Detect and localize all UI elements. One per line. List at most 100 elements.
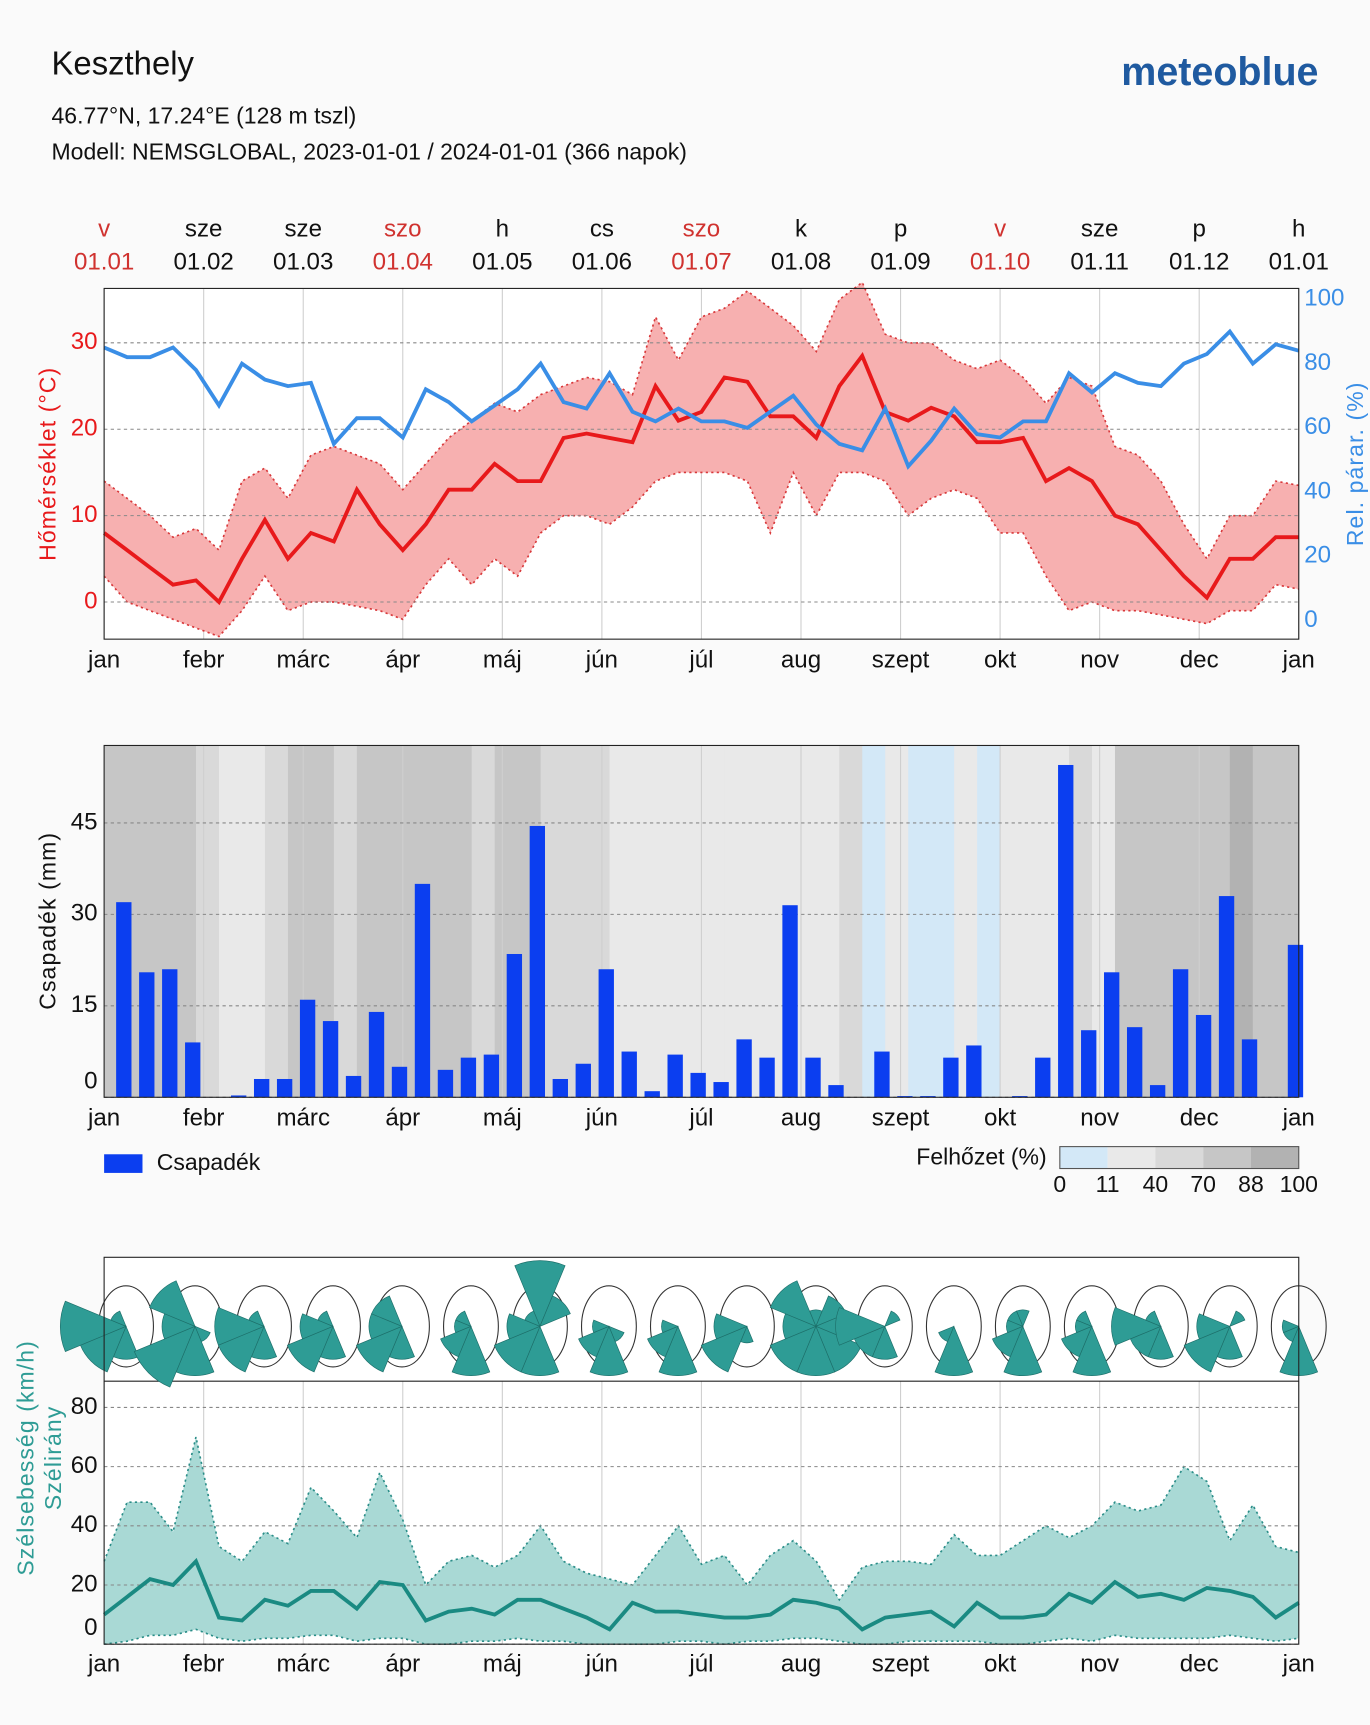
bar — [805, 1057, 821, 1098]
bar — [460, 1057, 477, 1098]
legend-swatch — [104, 1154, 143, 1173]
rose-petal — [493, 1325, 541, 1373]
cloud-stripe — [425, 745, 450, 1098]
rose-petal — [1076, 1310, 1093, 1327]
x-tick-label: ápr — [385, 646, 420, 673]
date: 01.04 — [373, 249, 433, 276]
x-tick-label: okt — [984, 1650, 1016, 1677]
date: 01.05 — [472, 249, 532, 276]
legend-label: Csapadék — [157, 1149, 261, 1175]
bar — [644, 1091, 660, 1098]
date: 01.03 — [273, 249, 333, 276]
weekday: h — [1292, 216, 1305, 243]
x-tick-label: febr — [183, 1105, 225, 1132]
bar — [828, 1085, 844, 1098]
y-axis-label: Csapadék (mm) — [34, 832, 60, 1010]
x-tick-label: márc — [276, 1105, 330, 1132]
date: 01.06 — [572, 249, 632, 276]
x-tick-label: szept — [872, 646, 930, 673]
x-tick-label: szept — [872, 1650, 930, 1677]
rose-petal — [769, 1280, 817, 1327]
rose-petal — [506, 1313, 541, 1340]
cloud-stripe — [747, 745, 771, 1098]
x-tick-label: jan — [1282, 1650, 1315, 1677]
range-band — [104, 1437, 1299, 1645]
cloud-legend-swatch — [1203, 1146, 1251, 1169]
x-tick-label: máj — [483, 646, 522, 673]
weekday: sze — [1081, 216, 1119, 243]
rose-petal — [1196, 1313, 1231, 1340]
bar — [874, 1051, 890, 1098]
date: 01.01 — [1269, 249, 1329, 276]
cloud-stripe — [678, 745, 702, 1098]
x-tick-label: jan — [87, 646, 120, 673]
cloud-stripe — [908, 745, 932, 1098]
cloud-stripe — [310, 745, 335, 1098]
y2-tick-label: 40 — [1304, 477, 1331, 504]
rose-petal — [592, 1319, 610, 1334]
rose-petal — [1007, 1310, 1024, 1327]
cloud-stripe — [540, 745, 565, 1098]
bar — [713, 1082, 729, 1098]
y-tick-label: 0 — [84, 587, 97, 614]
bar — [345, 1075, 362, 1098]
rose-petal — [299, 1313, 334, 1340]
title: Keszthely — [52, 45, 195, 82]
cloud-stripe — [379, 745, 404, 1098]
y-axis-label-2: Szélirány — [40, 1406, 66, 1510]
bar — [1126, 1027, 1143, 1098]
bar — [162, 969, 178, 1098]
rose-petal — [440, 1325, 472, 1358]
x-tick-label: nov — [1080, 1105, 1119, 1132]
bar — [276, 1078, 293, 1098]
cloud-stripe — [218, 745, 243, 1098]
frame — [103, 287, 1300, 640]
bar — [690, 1072, 706, 1098]
rose-petal — [661, 1319, 679, 1334]
rose-petal — [578, 1325, 610, 1358]
x-tick-label: febr — [183, 646, 225, 673]
y-tick-label: 20 — [71, 1570, 98, 1597]
y2-axis-label: Rel. párar. (%) — [1342, 381, 1368, 546]
bar — [116, 902, 132, 1098]
bar — [506, 953, 523, 1098]
cloud-stripe — [977, 745, 1001, 1098]
y-tick-label: 20 — [71, 415, 98, 442]
x-tick-label: jan — [1282, 646, 1315, 673]
cloud-legend-tick: 100 — [1280, 1171, 1318, 1197]
bar — [391, 1066, 408, 1098]
cloud-legend-swatch — [1107, 1146, 1156, 1169]
series-line — [102, 352, 1299, 606]
cloud-stripe — [241, 745, 266, 1098]
weekday: v — [994, 216, 1006, 243]
weekday: p — [894, 216, 907, 243]
cloud-stripe — [563, 745, 588, 1098]
rose-petal — [149, 1280, 196, 1327]
cloud-stripe — [1229, 745, 1254, 1098]
x-tick-label: máj — [483, 1650, 522, 1677]
y2-tick-label: 0 — [1304, 606, 1317, 633]
y-axis-label: Szélsebesség (km/h) — [12, 1340, 38, 1576]
rose-petal — [658, 1325, 698, 1376]
x-tick-label: jan — [87, 1650, 120, 1677]
rose-petal — [589, 1325, 629, 1376]
cloud-legend-tick: 40 — [1143, 1171, 1169, 1197]
cloud-legend-tick: 70 — [1190, 1171, 1216, 1197]
cloud-legend-tick: 88 — [1238, 1171, 1264, 1197]
cloud-stripe — [816, 745, 840, 1098]
bar — [437, 1069, 454, 1098]
rose-petal — [991, 1325, 1024, 1358]
frame — [103, 744, 1300, 1098]
cloud-legend-swatch — [1250, 1146, 1299, 1169]
date: 01.08 — [771, 249, 831, 276]
rose-petal — [1229, 1310, 1246, 1327]
bar — [1012, 1096, 1028, 1098]
x-tick-label: márc — [276, 1650, 330, 1677]
x-tick-label: ápr — [385, 1105, 420, 1132]
date: 01.12 — [1169, 249, 1229, 276]
weekday: sze — [185, 216, 223, 243]
model: Modell: NEMSGLOBAL, 2023-01-01 / 2024-01… — [52, 139, 687, 165]
series-line — [103, 328, 1300, 470]
cloud-stripe — [839, 745, 863, 1098]
y-tick-label: 60 — [71, 1452, 98, 1479]
